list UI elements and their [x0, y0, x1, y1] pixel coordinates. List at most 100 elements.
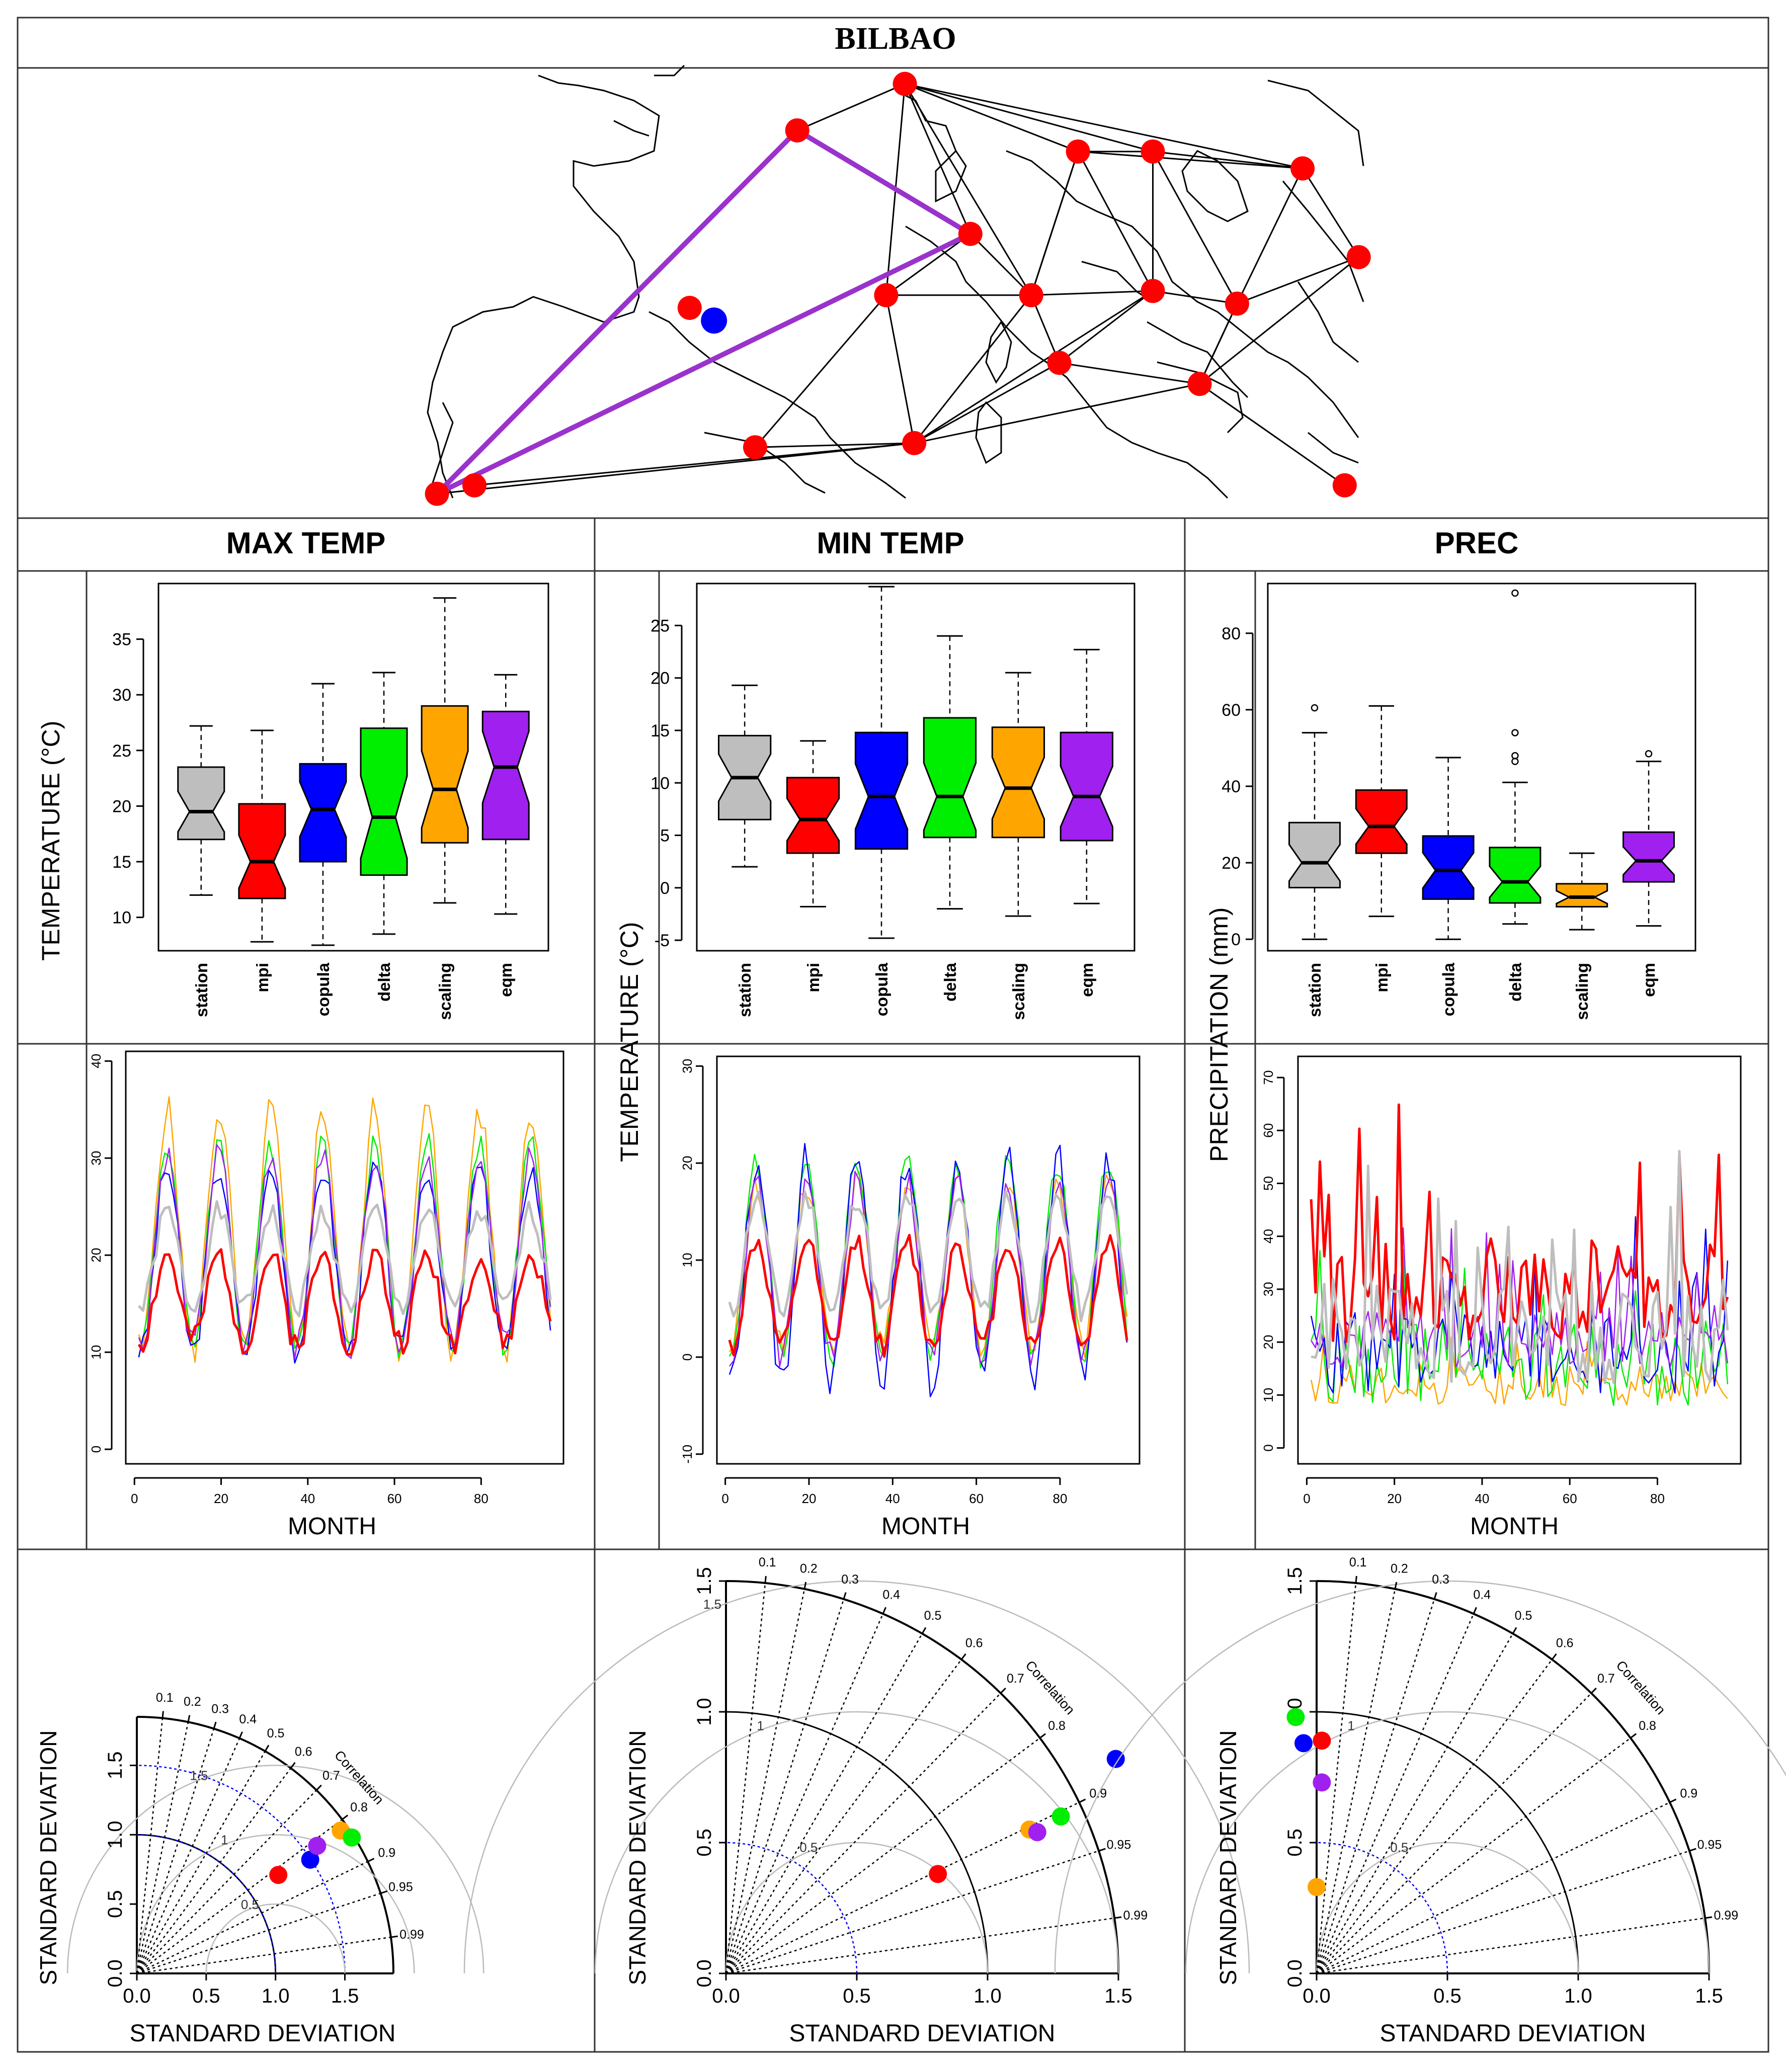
y-tick-label: -10 [680, 1445, 695, 1464]
correlation-ray [1316, 1693, 1592, 1974]
correlation-tick-label: 0.99 [1714, 1909, 1738, 1923]
y-tick-label: 0 [89, 1446, 104, 1453]
outlier-point [1311, 704, 1319, 712]
correlation-tick [1114, 1916, 1122, 1919]
correlation-ray [1316, 1633, 1514, 1974]
x-tick-label: 0 [721, 1491, 728, 1506]
y-tick-label: 0.0 [693, 1959, 715, 1987]
notched-box [923, 717, 977, 839]
correlation-tick [238, 1731, 243, 1739]
station-node [1225, 291, 1249, 316]
x-category-label: mpi [253, 963, 272, 992]
correlation-tick-label: 0.8 [1639, 1719, 1656, 1733]
correlation-ray [725, 1850, 1099, 1974]
correlation-tick [1394, 1582, 1398, 1590]
station-node [1290, 156, 1315, 181]
x-category-label: station [192, 963, 211, 1017]
x-tick-label: 0.0 [712, 1985, 740, 2007]
rms-circle [66, 1765, 484, 1974]
x-tick-label: 80 [1053, 1491, 1068, 1506]
correlation-tick-label: 0.3 [1432, 1572, 1449, 1587]
correlation-tick-label: 0.3 [841, 1572, 859, 1587]
correlation-tick-label: 0.1 [759, 1555, 776, 1569]
x-category-label: scaling [1573, 963, 1591, 1020]
correlation-tick [843, 1592, 847, 1600]
notched-box [481, 710, 530, 841]
map-edge [914, 383, 1200, 444]
y-tick-label: 0.5 [104, 1890, 126, 1918]
timeseries-chart: 0 20 40 60 80 0 10 20 30 40 50 60 70 [1261, 1055, 1742, 1506]
y-tick-label: 50 [1261, 1176, 1276, 1191]
station-node [785, 118, 809, 143]
outlier-point [1511, 752, 1519, 760]
notched-box [177, 766, 225, 841]
y-tick-label: 25 [112, 741, 131, 761]
outer-arc [1316, 1580, 1710, 1974]
box-copula [1422, 757, 1475, 940]
x-tick-label: 0.5 [192, 1985, 220, 2007]
y-tick-label: 60 [1222, 701, 1241, 720]
correlation-ray [136, 1751, 266, 1974]
correlation-ray [725, 1599, 845, 1974]
correlation-ray [1316, 1583, 1357, 1974]
station-node [462, 473, 486, 498]
series-line-delta [1310, 1233, 1729, 1406]
ylabel-min-temp: TEMPERATURE (°C) [615, 922, 643, 1162]
correlation-tick-label: 0.2 [800, 1562, 818, 1576]
notched-box [360, 727, 408, 876]
box-station [177, 725, 225, 896]
x-category-label: copula [872, 962, 891, 1016]
box-eqm [1060, 648, 1113, 904]
y-tick-label: 30 [89, 1151, 104, 1166]
map-edge [914, 294, 1032, 444]
x-tick-label: 1.0 [262, 1985, 290, 2007]
correlation-tick [1689, 1848, 1696, 1852]
y-tick-label: 30 [1261, 1282, 1276, 1296]
x-tick-label: 20 [214, 1491, 228, 1506]
notched-box [1556, 883, 1608, 908]
reference-arc [725, 1842, 858, 1974]
xlabel-month-prec: MONTH [1470, 1513, 1559, 1540]
map-nodes [425, 71, 1371, 506]
rms-label: 1.5 [703, 1597, 721, 1612]
correlation-tick-label: 0.95 [1697, 1838, 1722, 1852]
y-tick-label: 80 [1222, 624, 1241, 643]
map-edge [905, 83, 1153, 152]
correlation-ray [725, 1583, 766, 1974]
y-tick-label: 1.0 [693, 1698, 715, 1726]
boxplot-chart: 10 15 20 25 30 35 station mpi copula delta scaling… [112, 583, 549, 1020]
y-tick-label: 1.5 [1284, 1567, 1306, 1595]
reference-arc [1316, 1842, 1448, 1974]
rms-label: 1.5 [190, 1768, 208, 1783]
reference-arc [136, 1834, 276, 1974]
station-node [1187, 372, 1212, 396]
map-edge [1199, 303, 1238, 384]
box-station [718, 684, 772, 868]
y-tick-label: 20 [112, 797, 131, 816]
series-line-station [728, 1190, 1128, 1324]
correlation-tick-label: 0.8 [1048, 1719, 1066, 1733]
map-edge [904, 84, 971, 234]
taylor-point-eqm [1313, 1773, 1331, 1792]
correlation-tick [1512, 1627, 1517, 1634]
map-edge [905, 83, 1303, 170]
correlation-tick [213, 1721, 217, 1729]
map-edge [914, 290, 1154, 444]
series-line-scaling [1310, 1330, 1728, 1406]
box-delta [360, 672, 408, 935]
station-node [1332, 473, 1357, 498]
map-edge [1078, 150, 1303, 170]
y-tick-label: 10 [112, 908, 131, 928]
triangle-edges [434, 128, 973, 496]
correlation-tick-label: 0.1 [156, 1691, 174, 1705]
xlabel-month-max: MONTH [288, 1513, 376, 1540]
x-tick-label: 60 [387, 1491, 402, 1506]
rms-label: 1 [757, 1718, 764, 1733]
y-tick-label: 10 [680, 1253, 695, 1268]
box-delta [1489, 589, 1541, 925]
map-edge [1030, 295, 1060, 363]
correlation-tick [921, 1627, 927, 1634]
correlation-tick [764, 1576, 767, 1584]
y-tick-label: 40 [1222, 777, 1241, 796]
